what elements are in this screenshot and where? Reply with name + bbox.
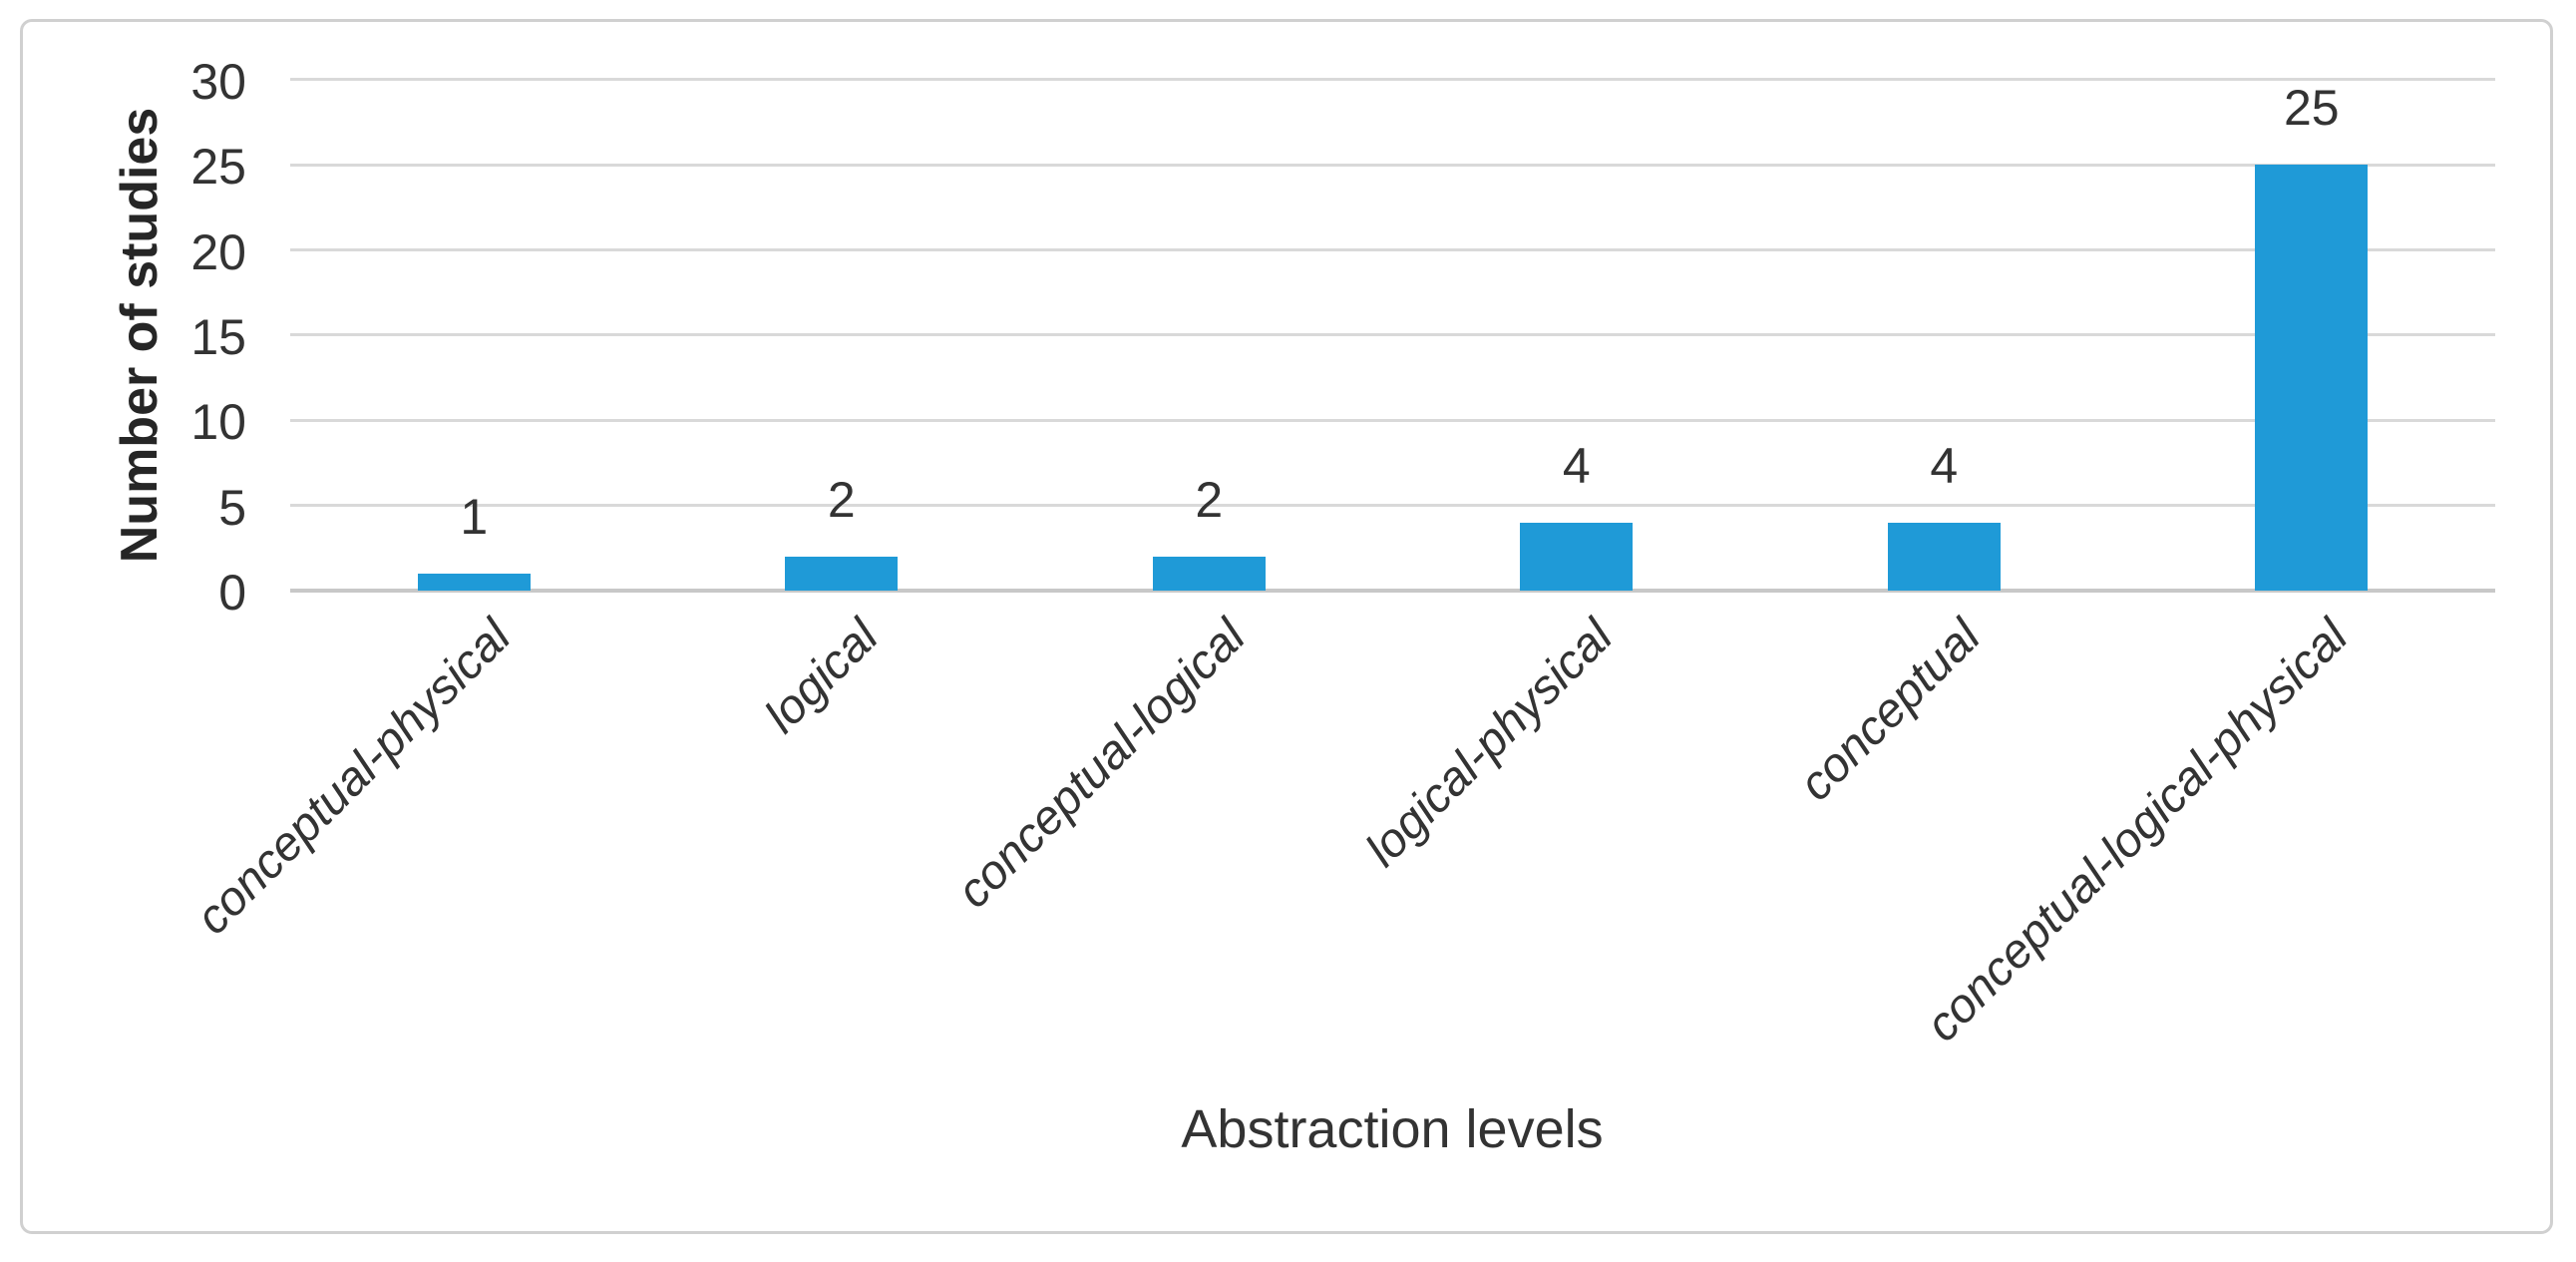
category-label: logical-physical	[1355, 610, 1624, 877]
gridline	[290, 418, 2495, 422]
data-label: 4	[1930, 437, 1959, 494]
category-label: logical	[754, 610, 889, 743]
y-tick-label: 10	[190, 394, 246, 451]
gridline	[290, 504, 2495, 508]
category-label: conceptual	[1789, 610, 1992, 811]
bar	[2255, 165, 2369, 591]
bar	[417, 573, 531, 591]
bar	[1887, 522, 2001, 591]
y-tick-label: 30	[190, 53, 246, 110]
data-label: 1	[460, 488, 489, 545]
category-label: conceptual-physical	[185, 610, 522, 945]
data-label: 2	[827, 471, 856, 528]
data-label: 2	[1195, 471, 1224, 528]
gridline	[290, 78, 2495, 82]
gridline	[290, 248, 2495, 252]
y-tick-label: 15	[190, 308, 246, 365]
y-tick-label: 25	[190, 139, 246, 196]
y-tick-label: 20	[190, 223, 246, 280]
y-tick-label: 0	[218, 565, 246, 621]
gridline	[290, 333, 2495, 337]
x-axis-line	[290, 589, 2495, 593]
category-label: conceptual-logical	[946, 610, 1257, 919]
x-axis-title: Abstraction levels	[1181, 1099, 1604, 1159]
bar	[785, 556, 899, 591]
gridline	[290, 163, 2495, 167]
y-tick-label: 5	[218, 479, 246, 536]
data-label: 4	[1562, 437, 1591, 494]
category-label: conceptual-logical-physical	[1916, 610, 2359, 1052]
data-label: 25	[2283, 80, 2340, 137]
bar	[1152, 556, 1266, 591]
bar	[1520, 522, 1634, 591]
